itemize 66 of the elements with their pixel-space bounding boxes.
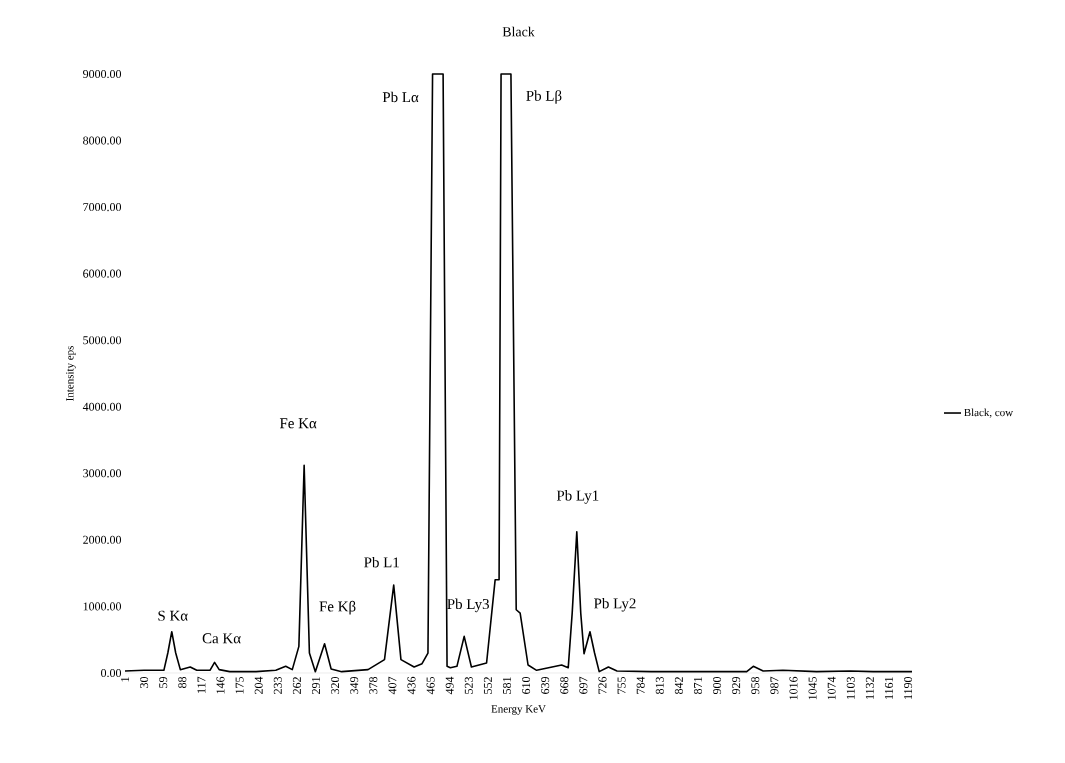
y-tick-label: 5000.00 bbox=[83, 336, 122, 345]
x-tick-label: 30 bbox=[140, 676, 149, 688]
annotation: Pb Ly2 bbox=[594, 597, 636, 612]
x-tick-label: 204 bbox=[254, 676, 263, 694]
x-tick-label: 784 bbox=[636, 676, 645, 694]
annotation: Pb Ly3 bbox=[447, 598, 489, 613]
y-tick-label: 3000.00 bbox=[83, 469, 122, 478]
y-axis-title: Intensity eps bbox=[66, 346, 76, 401]
y-tick-label: 1000.00 bbox=[83, 602, 122, 611]
annotation: Pb L1 bbox=[364, 556, 399, 568]
x-axis-title: Energy KeV bbox=[491, 705, 546, 715]
y-tick-label: 7000.00 bbox=[83, 203, 122, 212]
x-tick-label: 755 bbox=[617, 676, 626, 694]
x-tick-label: 581 bbox=[502, 677, 512, 694]
x-tick-label: 1045 bbox=[808, 676, 817, 700]
x-tick-label: 929 bbox=[732, 677, 741, 695]
annotation: Ca Kα bbox=[202, 633, 241, 644]
x-tick-label: 987 bbox=[770, 676, 779, 695]
x-tick-label: 407 bbox=[388, 676, 397, 695]
x-tick-label: 1161 bbox=[884, 677, 893, 699]
annotation: S Kα bbox=[158, 610, 188, 621]
x-tick-label: 958 bbox=[751, 676, 760, 695]
y-tick-label: 2000.00 bbox=[83, 535, 122, 544]
x-tick-label: 320 bbox=[331, 676, 340, 694]
x-tick-label: 1016 bbox=[789, 676, 798, 700]
x-tick-label: 349 bbox=[350, 677, 359, 694]
x-tick-label: 726 bbox=[598, 676, 607, 694]
x-tick-label: 88 bbox=[178, 676, 187, 689]
x-tick-label: 233 bbox=[273, 676, 282, 694]
chart-title: Black bbox=[502, 26, 535, 37]
x-tick-label: 842 bbox=[674, 677, 683, 694]
x-tick-label: 1074 bbox=[827, 676, 836, 700]
x-tick-label: 900 bbox=[713, 676, 722, 695]
x-tick-label: 378 bbox=[369, 676, 378, 694]
x-tick-label: 262 bbox=[292, 677, 301, 694]
x-tick-label: 610 bbox=[522, 676, 531, 694]
annotation: Pb Ly1 bbox=[556, 490, 599, 504]
x-tick-label: 465 bbox=[426, 676, 435, 695]
x-tick-label: 436 bbox=[407, 676, 416, 695]
x-tick-label: 1 bbox=[121, 677, 129, 682]
y-tick-label: 8000.00 bbox=[83, 136, 122, 145]
x-tick-label: 117 bbox=[197, 676, 206, 693]
x-tick-label: 1190 bbox=[904, 676, 913, 699]
annotation: Fe Kβ bbox=[319, 600, 356, 615]
y-tick-label: 0.00 bbox=[101, 668, 122, 678]
x-tick-label: 1132 bbox=[865, 677, 874, 699]
x-tick-label: 552 bbox=[483, 677, 492, 694]
x-tick-label: 1103 bbox=[846, 676, 855, 699]
x-tick-label: 871 bbox=[693, 677, 702, 694]
x-tick-label: 813 bbox=[655, 676, 664, 694]
y-tick-label: 9000.00 bbox=[83, 69, 122, 79]
y-tick-label: 4000.00 bbox=[82, 402, 122, 411]
annotation: Fe Kα bbox=[279, 418, 317, 429]
annotation: Pb Lα bbox=[382, 91, 419, 103]
x-tick-label: 639 bbox=[541, 677, 550, 694]
x-tick-label: 291 bbox=[311, 677, 321, 694]
x-tick-label: 494 bbox=[445, 676, 454, 695]
x-tick-label: 175 bbox=[235, 676, 244, 694]
x-tick-label: 668 bbox=[560, 676, 569, 694]
x-tick-label: 146 bbox=[216, 676, 225, 694]
x-tick-label: 59 bbox=[159, 677, 168, 688]
legend-label: Black, cow bbox=[964, 408, 1014, 418]
y-tick-label: 6000.00 bbox=[83, 269, 122, 278]
annotation: Pb Lβ bbox=[526, 90, 562, 104]
x-tick-label: 523 bbox=[464, 676, 473, 694]
x-tick-label: 697 bbox=[579, 676, 588, 694]
